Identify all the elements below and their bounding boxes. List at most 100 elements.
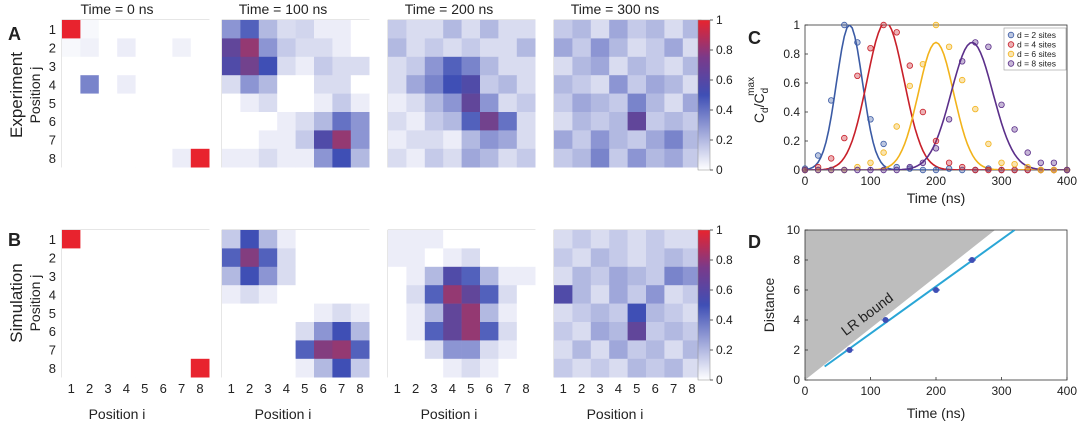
heatmap-cell (332, 75, 352, 94)
heatmap-cell (406, 266, 426, 286)
heatmap-cell (80, 340, 100, 360)
heatmap-ytick-label: 2 (49, 251, 56, 266)
panel-c-data-point (1024, 163, 1031, 171)
heatmap-cell (388, 358, 407, 378)
heatmap-cell (646, 322, 665, 341)
heatmap-cell (117, 20, 136, 39)
panel-c-data-point (1063, 166, 1071, 174)
heatmap-cell (295, 75, 315, 94)
heatmap-cell (62, 266, 81, 286)
panel-c-data-point (893, 29, 900, 36)
panel-c-ylabel-sep: /C (751, 93, 767, 107)
heatmap-cell (424, 148, 444, 168)
heatmap-cell (646, 112, 665, 131)
heatmap-cell (388, 248, 407, 268)
panel-c-data-point (867, 45, 874, 52)
heatmap-xtick-label: 8 (196, 381, 203, 396)
heatmap-cell (222, 322, 241, 341)
heatmap-cell (277, 266, 296, 286)
heatmap-cell (314, 56, 333, 76)
heatmap-cell (609, 130, 628, 150)
heatmap-cell (277, 130, 296, 150)
heatmap-cell (98, 285, 118, 304)
heatmap-cell (62, 322, 81, 341)
heatmap-cell (516, 75, 536, 94)
heatmap-cell (664, 285, 684, 304)
heatmap-cell (572, 93, 592, 113)
heatmap-cell (277, 358, 296, 378)
heatmap-cell (350, 358, 370, 378)
panel-c-data-point (1011, 126, 1018, 133)
row-label-experiment: Experiment (7, 52, 26, 138)
heatmap-cell (443, 230, 462, 249)
heatmap-cell (443, 248, 462, 268)
heatmap-cell (443, 38, 462, 58)
heatmap-cell (480, 93, 499, 113)
panel-d-ytick-label: 4 (793, 313, 800, 327)
heatmap-cell (117, 75, 136, 94)
panel-c-data-point (1011, 166, 1018, 174)
heatmap-cell (554, 230, 573, 249)
heatmap-cell (443, 112, 462, 131)
heatmap-cell (682, 38, 702, 58)
heatmap-cell (682, 358, 702, 378)
heatmap-cell (314, 285, 333, 304)
heatmap-xtick-label: 7 (338, 381, 345, 396)
heatmap-cell (627, 248, 647, 268)
heatmap-cell (572, 230, 592, 249)
panel-c-ytick-label: 1 (793, 18, 800, 32)
heatmap-cell (664, 20, 684, 39)
heatmap-cell (664, 130, 684, 150)
heatmap-cell (554, 340, 573, 360)
heatmap-cell (295, 303, 315, 323)
heatmap-cell (443, 266, 462, 286)
heatmap-cell (295, 285, 315, 304)
panel-c-data-point (998, 166, 1005, 174)
heatmap-cell (443, 322, 462, 341)
heatmap-cell (190, 248, 210, 268)
heatmap-cell (190, 358, 210, 378)
heatmap-cell (240, 230, 260, 249)
heatmap-cell (222, 93, 241, 113)
heatmap-cell (498, 75, 518, 94)
heatmap-cell (80, 303, 100, 323)
heatmap-cell (350, 266, 370, 286)
heatmap-cell (646, 303, 665, 323)
panel-c-data-point (867, 159, 874, 166)
heatmap-cell (554, 20, 573, 39)
xlabel-position-i-3: Position i (587, 406, 644, 422)
heatmap-cell (627, 322, 647, 341)
heatmap-xtick-label: 8 (356, 381, 363, 396)
heatmap-cell (350, 130, 370, 150)
heatmap-cell (117, 93, 136, 113)
heatmap-cell (682, 93, 702, 113)
panel-d-ytick-label: 6 (793, 283, 800, 297)
heatmap-cell (240, 56, 260, 76)
heatmap-cell (350, 285, 370, 304)
panel-label-a: A (8, 24, 21, 44)
heatmap-cell (682, 230, 702, 249)
heatmap-cell (406, 303, 426, 323)
heatmap-cell (314, 75, 333, 94)
panel-c-data-point (1037, 159, 1044, 166)
heatmap-cell (388, 303, 407, 323)
heatmap-cell (350, 56, 370, 76)
panel-c-data-point (814, 166, 822, 174)
heatmap-cell (682, 56, 702, 76)
heatmap-cell (190, 112, 210, 131)
heatmap-cell (388, 20, 407, 39)
panel-c-xtick-label: 200 (926, 174, 946, 188)
panel-c-data-point (1011, 160, 1018, 168)
panel-c-data-point (880, 166, 887, 174)
heatmap-cell (222, 38, 241, 58)
panel-c-data-point (959, 76, 966, 84)
panel-c-ytick-label: 0.2 (783, 134, 800, 148)
xlabel-position-i-2: Position i (421, 406, 478, 422)
heatmap-cell (190, 56, 210, 76)
heatmap-cell (258, 322, 278, 341)
heatmap-cell (350, 322, 370, 341)
panel-c-data-point (919, 108, 927, 116)
heatmap-cell (461, 130, 481, 150)
heatmap-cell (277, 248, 296, 268)
